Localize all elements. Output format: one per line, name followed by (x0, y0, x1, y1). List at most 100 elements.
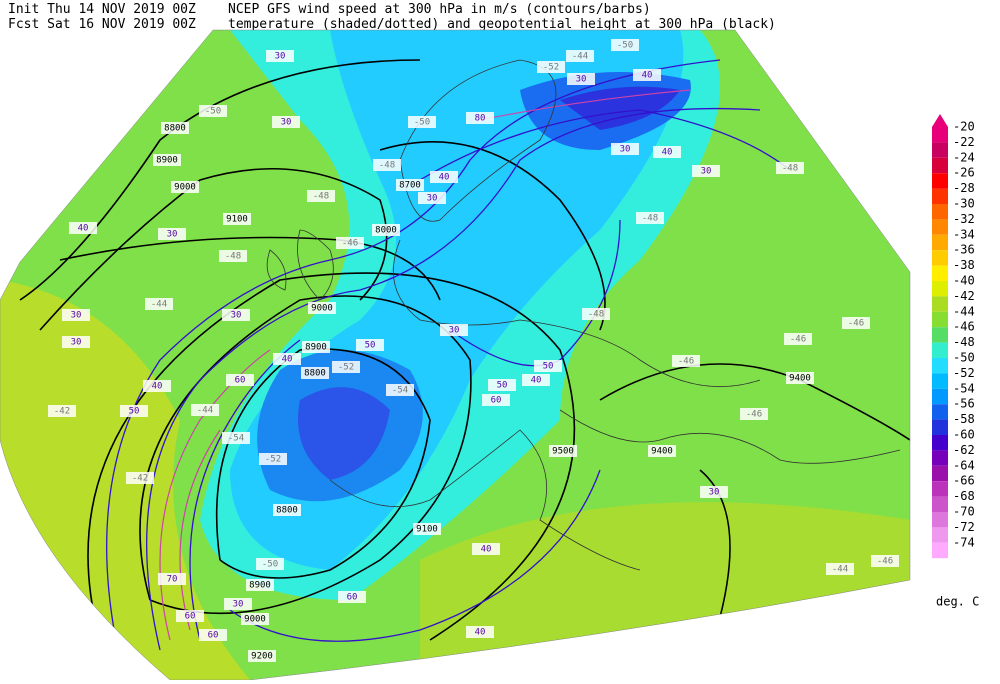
colorbar-label: -74 (953, 535, 975, 549)
height-label-box (153, 154, 181, 166)
wind-label: 30 (620, 145, 631, 155)
colorbar-label: -46 (953, 320, 975, 334)
colorbar-swatch (932, 542, 948, 559)
temperature-label-box (784, 333, 812, 345)
colorbar-swatch (932, 281, 948, 297)
wind-label: 40 (662, 148, 673, 158)
colorbar-swatch (932, 527, 948, 543)
temperature-label: -48 (379, 161, 395, 171)
wind-label-box (418, 192, 446, 204)
temperature-label-box (373, 159, 401, 171)
wind-label-box (534, 360, 562, 372)
temperature-label: -44 (151, 300, 167, 310)
height-label: 8000 (375, 226, 397, 236)
colorbar: -20-22-24 -26-28 -30-32-34 -36-38 -40-42-44 -… (932, 120, 975, 559)
wind-label: 30 (449, 326, 460, 336)
height-label: 9000 (174, 183, 196, 193)
wind-label-box (692, 165, 720, 177)
height-label-box (223, 213, 251, 225)
temperature-label: -42 (132, 474, 148, 484)
wind-label-box (356, 339, 384, 351)
temperature-label-box (408, 116, 436, 128)
height-label-box (308, 302, 336, 314)
colorbar-label: -28 (953, 181, 975, 195)
height-label-box (413, 523, 441, 535)
wind-label-box (69, 222, 97, 234)
colorbar-swatch (932, 358, 948, 374)
wind-label: 30 (71, 338, 82, 348)
temperature-label: -52 (265, 455, 281, 465)
height-label: 8800 (276, 506, 298, 516)
temperature-label-box (336, 237, 364, 249)
wind-label-box (482, 394, 510, 406)
temperature-label: -46 (848, 319, 864, 329)
colorbar-swatch (932, 250, 948, 266)
wind-label: 30 (701, 167, 712, 177)
wind-label-box (199, 629, 227, 641)
colorbar-swatch (932, 296, 948, 312)
temperature-label-box (259, 453, 287, 465)
temperature-label: -50 (617, 41, 633, 51)
temperature-label-box (537, 61, 565, 73)
wind-label: 40 (152, 382, 163, 392)
wind-label-box (338, 591, 366, 603)
height-label: 8900 (156, 156, 178, 166)
temperature-label: -48 (313, 192, 329, 202)
wind-label-box (226, 374, 254, 386)
wind-label-box (273, 353, 301, 365)
height-label: 8900 (249, 581, 271, 591)
init-time: Init Thu 14 NOV 2019 00Z (8, 2, 196, 17)
wind-label: 40 (531, 376, 542, 386)
wind-label: 50 (129, 407, 140, 417)
colorbar-label: -34 (953, 227, 975, 241)
colorbar-label: -30 (953, 197, 975, 211)
height-label-box (246, 579, 274, 591)
colorbar-swatch (932, 204, 948, 220)
colorbar-label: -70 (953, 505, 975, 519)
colorbar-label: -42 (953, 289, 975, 303)
height-label-box (302, 341, 330, 353)
temperature-label-box (48, 405, 76, 417)
wind-label-box (522, 374, 550, 386)
wind-label: 30 (427, 194, 438, 204)
wind-label: 60 (347, 593, 358, 603)
coastlines (266, 59, 901, 571)
temperature-label-box (386, 384, 414, 396)
wind-label-box (158, 228, 186, 240)
temperature-label-box (219, 250, 247, 262)
height-label-box (372, 224, 400, 236)
wind-label-box (143, 380, 171, 392)
colorbar-label: -44 (953, 304, 975, 318)
wind-label: 40 (439, 173, 450, 183)
colorbar-swatch (932, 419, 948, 435)
height-label-box (273, 504, 301, 516)
temperature-label-box (199, 105, 227, 117)
wind-label: 80 (475, 114, 486, 124)
wind-label: 60 (185, 612, 196, 622)
temperature-label: -46 (342, 239, 358, 249)
wind-label: 40 (475, 628, 486, 638)
wind-label: 30 (709, 488, 720, 498)
temperature-label: -44 (197, 406, 213, 416)
height-label: 9400 (789, 374, 811, 384)
temperature-label-box (776, 162, 804, 174)
colorbar-swatch (932, 342, 948, 358)
temperature-label-box (871, 555, 899, 567)
wind-label: 50 (365, 341, 376, 351)
height-label: 8800 (164, 124, 186, 134)
map-area (0, 30, 910, 680)
colorbar-label: -58 (953, 412, 975, 426)
wind-label: 30 (275, 52, 286, 62)
height-label-box (241, 613, 269, 625)
colorbar-swatch (932, 127, 948, 143)
wind-label-box (653, 146, 681, 158)
temperature-label-box (191, 404, 219, 416)
colorbar-swatch (932, 435, 948, 451)
title-line: NCEP GFS wind speed at 300 hPa in m/s (c… (228, 2, 651, 17)
wind-label-box (466, 626, 494, 638)
colorbar-label: -62 (953, 443, 975, 457)
temperature-label-box (740, 408, 768, 420)
temperature-label: -46 (790, 335, 806, 345)
colorbar-label: -50 (953, 351, 975, 365)
